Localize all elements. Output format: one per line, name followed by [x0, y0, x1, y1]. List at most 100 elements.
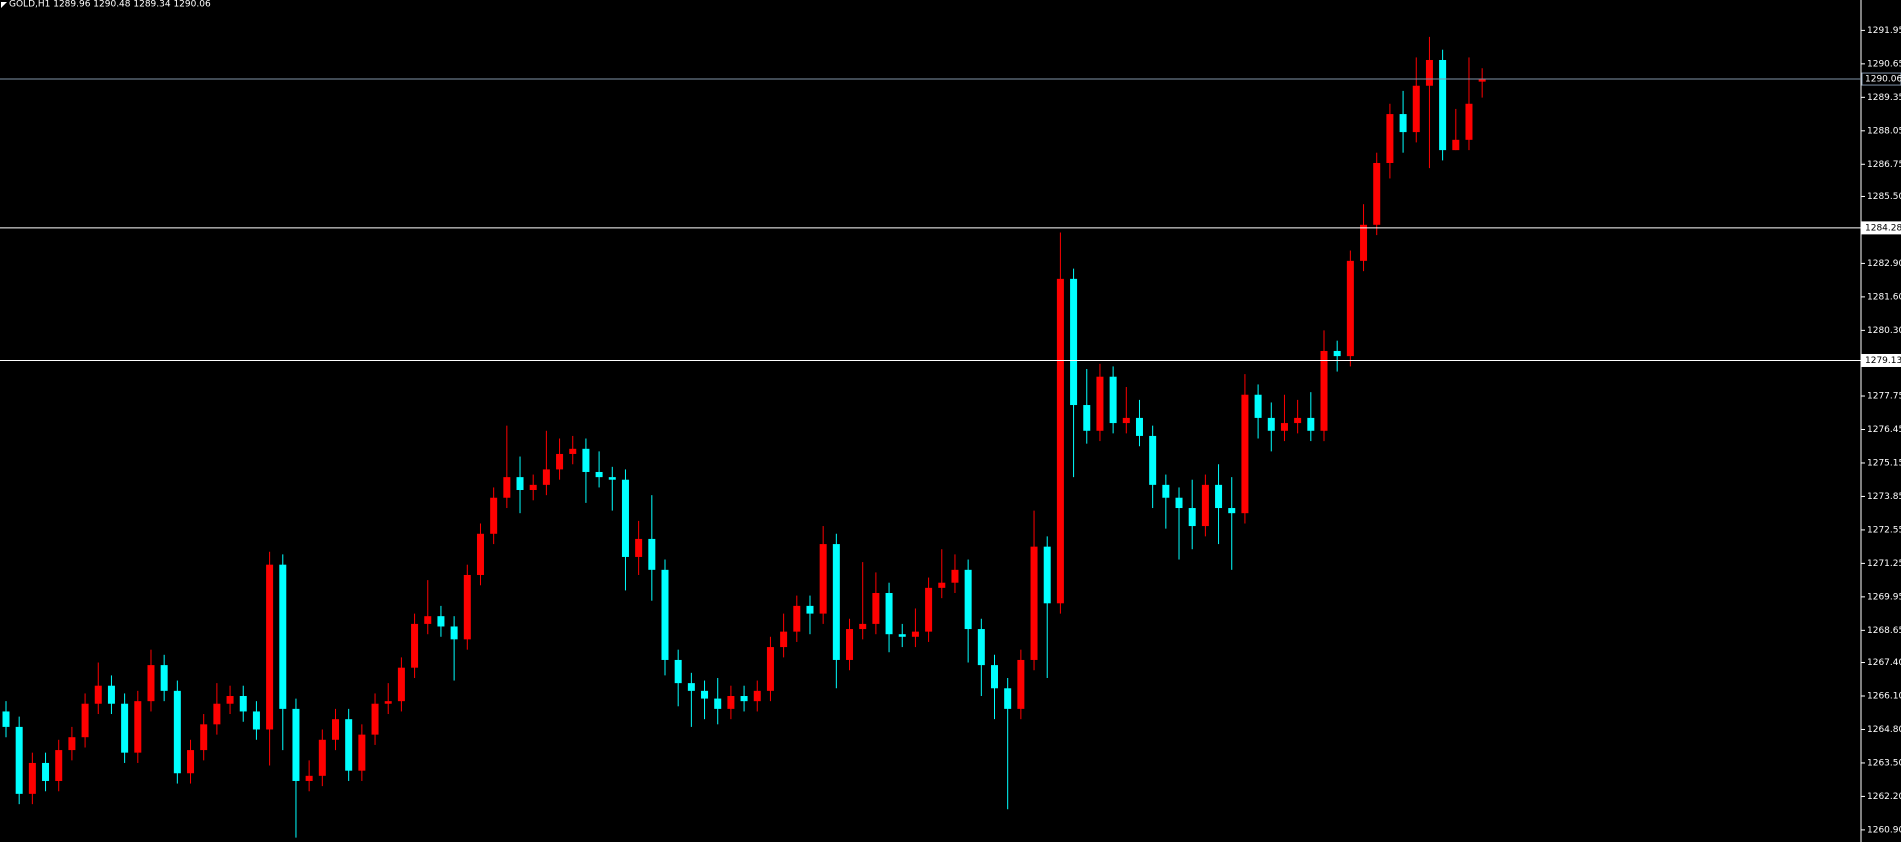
y-tick-label: 1290.65 — [1867, 59, 1901, 69]
candle-body — [608, 477, 616, 480]
candle-body — [1070, 278, 1078, 406]
candle-body — [780, 631, 788, 648]
candle-body — [951, 569, 959, 583]
candle-body — [516, 477, 524, 491]
candle-body — [1360, 224, 1368, 261]
candle-body — [463, 574, 471, 640]
candle-body — [793, 605, 801, 632]
candle-body — [714, 698, 722, 709]
candle-body — [1056, 278, 1064, 604]
candle-body — [15, 726, 23, 794]
candle-body — [753, 690, 761, 702]
y-tick-label: 1264.80 — [1867, 725, 1901, 735]
candle-body — [1478, 79, 1486, 82]
candle-body — [411, 623, 419, 668]
y-tick-label: 1286.75 — [1867, 160, 1901, 170]
candle-body — [872, 593, 880, 624]
candle-body — [1267, 417, 1275, 431]
candle-body — [1333, 350, 1341, 357]
candle-body — [1122, 417, 1130, 424]
candle-body — [885, 593, 893, 635]
price-level-box — [1861, 221, 1901, 235]
candle-body — [1096, 376, 1104, 431]
candle-body — [740, 696, 748, 702]
price-level-label: 1284.28 — [1865, 223, 1901, 233]
candle-body — [701, 690, 709, 699]
price-level-box — [1861, 353, 1901, 367]
candle-body — [1452, 139, 1460, 151]
candle-body — [1135, 417, 1143, 436]
y-tick-label: 1277.75 — [1867, 392, 1901, 402]
y-tick-label: 1266.10 — [1867, 692, 1901, 702]
candle-body — [806, 605, 814, 614]
candle-body — [1201, 484, 1209, 527]
candle-body — [173, 690, 181, 774]
candle-body — [345, 719, 353, 771]
candle-body — [1162, 484, 1170, 498]
y-tick-label: 1263.50 — [1867, 758, 1901, 768]
candle-body — [1412, 85, 1420, 133]
candle-body — [1043, 546, 1051, 604]
y-tick-label: 1281.60 — [1867, 292, 1901, 302]
candle-body — [595, 471, 603, 478]
candle-body — [1175, 497, 1183, 509]
candle-body — [859, 623, 867, 630]
candle-body — [938, 582, 946, 588]
candle-body — [819, 544, 827, 614]
candle-body — [147, 665, 155, 702]
candle-body — [648, 538, 656, 570]
candle-body — [213, 703, 221, 725]
candle-body — [384, 701, 392, 704]
candle-body — [674, 659, 682, 684]
candle-body — [226, 696, 234, 704]
candle-body — [1373, 162, 1381, 225]
candle-body — [266, 564, 274, 730]
candle-body — [582, 448, 590, 472]
candle-body — [490, 497, 498, 534]
candle-body — [569, 448, 577, 454]
candle-body — [991, 665, 998, 689]
candle-body — [107, 685, 115, 704]
candle-body — [160, 665, 168, 691]
candle-body — [898, 634, 906, 637]
y-tick-label: 1267.40 — [1867, 658, 1901, 668]
candle-body — [1241, 394, 1249, 514]
price-level-label: 1290.06 — [1865, 75, 1901, 85]
candle-body — [1215, 484, 1223, 509]
candle-body — [371, 703, 379, 735]
candle-body — [1149, 435, 1157, 485]
candle-body — [925, 587, 933, 632]
candle-body — [358, 734, 366, 771]
y-tick-label: 1273.85 — [1867, 492, 1901, 502]
candle-body — [81, 703, 89, 738]
candle-body — [1030, 546, 1038, 660]
candle-body — [1228, 508, 1236, 514]
candle-body — [134, 701, 142, 753]
y-tick-label: 1291.95 — [1867, 26, 1901, 36]
candle-body — [529, 484, 537, 491]
candle-body — [687, 683, 695, 691]
candle-body — [503, 477, 511, 498]
chart-title: GOLD,H1 1289.96 1290.48 1289.34 1290.06 — [9, 0, 211, 10]
candle-body — [121, 703, 129, 753]
candle-body — [187, 750, 195, 774]
y-tick-label: 1280.30 — [1867, 326, 1901, 336]
y-tick-label: 1262.20 — [1867, 792, 1901, 802]
candle-body — [437, 616, 445, 627]
candle-body — [1254, 394, 1262, 418]
candle-body — [279, 564, 287, 709]
candle-body — [68, 737, 76, 751]
candle-body — [2, 711, 10, 727]
candle-body — [1320, 350, 1328, 431]
y-tick-label: 1269.95 — [1867, 592, 1901, 602]
candle-body — [1346, 260, 1354, 357]
chart-icon — [1, 2, 7, 8]
candle-body — [964, 569, 972, 630]
candle-body — [1004, 688, 1012, 709]
candle-body — [1307, 417, 1315, 431]
candle-body — [1399, 114, 1407, 133]
candle-body — [252, 711, 260, 730]
candle-body — [542, 469, 550, 485]
candle-body — [332, 719, 339, 740]
